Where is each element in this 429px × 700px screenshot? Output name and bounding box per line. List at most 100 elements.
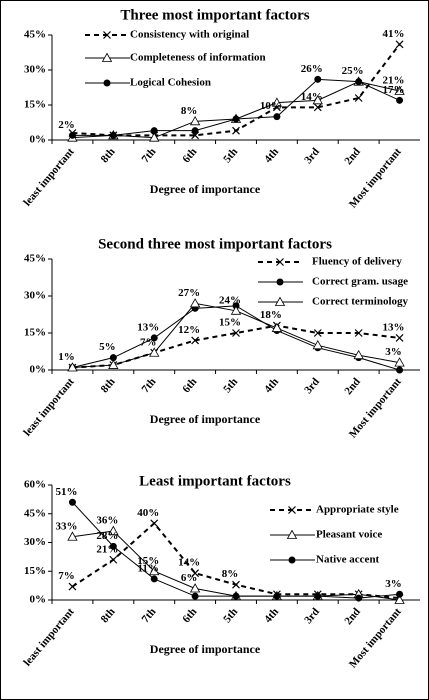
marker — [394, 594, 405, 604]
marker — [276, 258, 284, 266]
y-tick-label: 30% — [24, 64, 46, 76]
marker — [288, 556, 296, 564]
y-tick-label: 0% — [30, 134, 47, 146]
marker — [274, 296, 286, 306]
value-label: 5% — [99, 341, 116, 353]
marker — [273, 592, 281, 600]
legend-label: Native accent — [316, 554, 380, 566]
marker — [189, 116, 201, 126]
y-tick-label: 15% — [24, 99, 46, 111]
value-label: 21% — [383, 75, 405, 87]
value-label: 13% — [383, 321, 405, 333]
marker — [108, 525, 119, 535]
y-tick-label: 0% — [30, 594, 47, 606]
marker — [354, 329, 363, 337]
legend-label: Logical Cohesion — [130, 77, 211, 89]
marker — [355, 78, 363, 86]
value-label: 3% — [385, 578, 402, 590]
value-label: 18% — [260, 309, 282, 321]
value-label: 11% — [138, 562, 159, 574]
marker — [230, 305, 242, 315]
value-label: 8% — [222, 568, 239, 580]
legend-label: Fluency of delivery — [312, 256, 402, 268]
marker — [101, 52, 113, 62]
value-label: 24% — [219, 294, 241, 306]
x-axis-title: Degree of importance — [150, 412, 261, 426]
legend-label: Correct gram. usage — [312, 276, 408, 288]
value-label: 27% — [178, 287, 200, 299]
marker — [276, 278, 284, 286]
marker — [191, 127, 199, 135]
x-axis-title: Degree of importance — [150, 642, 261, 656]
marker — [191, 336, 200, 345]
value-label: 15% — [219, 317, 241, 329]
marker — [313, 329, 322, 337]
marker — [314, 592, 322, 600]
y-tick-label: 45% — [24, 253, 46, 265]
marker — [288, 506, 296, 514]
y-tick-label: 45% — [24, 29, 46, 41]
marker — [273, 113, 281, 121]
value-label: 10% — [260, 100, 282, 112]
marker — [312, 95, 323, 105]
marker — [108, 359, 119, 369]
marker — [109, 555, 118, 564]
y-tick-label: 30% — [24, 290, 46, 302]
marker — [149, 565, 160, 576]
marker — [189, 583, 201, 593]
marker — [150, 127, 158, 135]
marker — [109, 354, 117, 362]
y-tick-label: 45% — [24, 507, 46, 519]
value-label: 2% — [58, 119, 75, 131]
marker — [396, 96, 404, 104]
value-label: 25% — [342, 65, 364, 77]
y-tick-label: 60% — [24, 479, 46, 491]
marker — [232, 126, 240, 135]
marker — [353, 349, 364, 360]
legend-label: Pleasant voice — [316, 529, 382, 541]
chart-title: Three most important factors — [120, 7, 309, 23]
marker — [68, 498, 76, 506]
value-label: 13% — [137, 321, 159, 333]
x-axis-title: Degree of importance — [150, 182, 261, 196]
value-label: 28% — [96, 530, 118, 542]
value-label: 6% — [181, 572, 198, 584]
chart-title: Second three most important factors — [98, 236, 332, 252]
marker — [395, 334, 404, 342]
marker — [232, 115, 240, 123]
value-label: 12% — [178, 324, 200, 336]
marker — [394, 357, 405, 367]
marker — [355, 594, 363, 602]
value-label: 41% — [383, 28, 405, 40]
value-label: 14% — [178, 557, 200, 569]
marker — [396, 366, 404, 374]
y-tick-label: 15% — [24, 565, 46, 577]
marker — [191, 592, 199, 600]
marker — [314, 75, 322, 83]
value-label: 7% — [58, 570, 75, 582]
marker — [189, 298, 201, 308]
marker — [271, 322, 283, 332]
marker — [150, 519, 159, 528]
y-tick-label: 0% — [30, 364, 47, 376]
marker — [103, 31, 111, 39]
marker — [109, 542, 117, 550]
marker — [68, 582, 77, 591]
y-tick-label: 30% — [24, 536, 46, 548]
marker — [149, 347, 160, 357]
legend-label: Correct terminology — [312, 296, 409, 308]
legend-label: Completeness of information — [130, 52, 266, 64]
marker — [232, 592, 240, 600]
marker — [232, 580, 240, 589]
marker — [68, 131, 76, 139]
marker — [149, 132, 160, 142]
marker — [191, 569, 200, 578]
marker — [67, 531, 78, 541]
marker — [313, 103, 322, 112]
marker — [150, 575, 158, 583]
marker — [67, 362, 78, 372]
marker — [394, 85, 405, 95]
y-tick-label: 15% — [24, 327, 46, 339]
